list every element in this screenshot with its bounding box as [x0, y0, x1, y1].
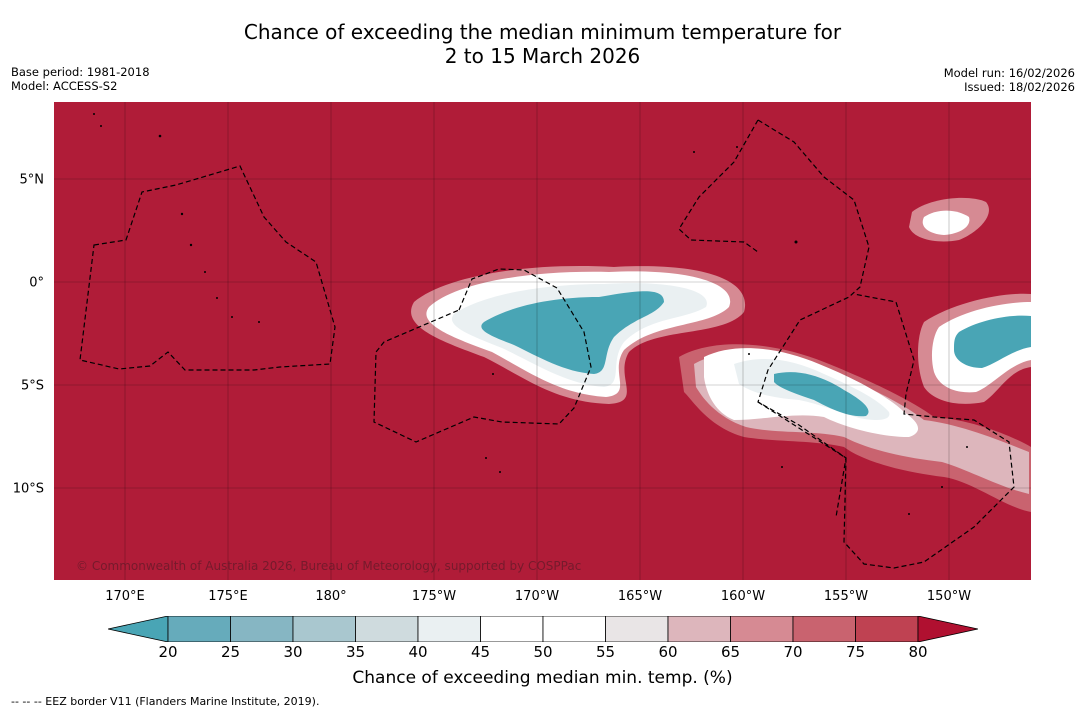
meta-left: Base period: 1981-2018 Model: ACCESS-S2 — [11, 65, 150, 93]
title-line-1: Chance of exceeding the median minimum t… — [243, 20, 842, 44]
lon-label-160w: 160°W — [720, 589, 766, 604]
lon-label-175e: 175°E — [208, 589, 248, 604]
forecast-map — [54, 102, 1031, 580]
colorbar-swatch — [230, 616, 294, 642]
colorbar-swatch — [855, 616, 919, 642]
colorbar-label: Chance of exceeding median min. temp. (%… — [352, 668, 733, 688]
colorbar-swatch — [542, 616, 606, 642]
eez-footnote: -- -- -- EEZ border V11 (Flanders Marine… — [11, 695, 320, 708]
anomaly-blob-central-blue — [481, 291, 664, 374]
colorbar-swatch — [667, 616, 731, 642]
colorbar-swatch — [292, 616, 356, 642]
colorbar-tick-label: 50 — [533, 643, 553, 661]
colorbar-tick-label: 60 — [658, 643, 678, 661]
grid-lines — [54, 102, 1031, 580]
colorbar-swatch — [792, 616, 856, 642]
lon-label-170w: 170°W — [514, 589, 560, 604]
colorbar-tick-label: 55 — [595, 643, 616, 661]
colorbar-tick-label: 35 — [345, 643, 366, 661]
map-copyright: © Commonwealth of Australia 2026, Bureau… — [76, 559, 582, 573]
lat-label-5s: 5°S — [20, 378, 44, 394]
colorbar-swatch — [605, 616, 669, 642]
colorbar-extend-high — [917, 616, 978, 642]
base-period: Base period: 1981-2018 — [11, 65, 150, 79]
colorbar-swatch — [480, 616, 544, 642]
colorbar-extend-low — [108, 616, 169, 642]
eez-border-west — [79, 165, 336, 371]
model-name: Model: ACCESS-S2 — [11, 79, 118, 93]
colorbar-tick-label: 30 — [283, 643, 303, 661]
colorbar-swatch — [417, 616, 481, 642]
colorbar-tick-label: 65 — [720, 643, 741, 661]
lat-label-0: 0° — [29, 275, 44, 291]
colorbar-tick-label: 75 — [845, 643, 866, 661]
colorbar-tick-label: 20 — [158, 643, 178, 661]
anomaly-contours — [411, 197, 1031, 512]
anomaly-blob-southeast-blue — [774, 372, 869, 417]
title-line-2: 2 to 15 March 2026 — [444, 44, 641, 68]
model-run: Model run: 16/02/2026 — [943, 66, 1075, 80]
colorbar — [108, 616, 978, 642]
colorbar-tick-label: 70 — [783, 643, 803, 661]
colorbar-tick-label: 80 — [908, 643, 928, 661]
lon-label-150w: 150°W — [926, 589, 972, 604]
lon-label-170e: 170°E — [105, 589, 145, 604]
colorbar-swatches — [167, 616, 919, 642]
meta-right: Model run: 16/02/2026 Issued: 18/02/2026 — [944, 66, 1075, 94]
eez-border-southeast — [757, 293, 1015, 569]
colorbar-tick-label: 25 — [220, 643, 241, 661]
islands — [93, 113, 968, 515]
map-title: Chance of exceeding the median minimum t… — [0, 20, 1085, 68]
anomaly-blob-northeast-white — [922, 210, 970, 235]
lon-label-180: 180° — [315, 589, 347, 604]
colorbar-tick-label: 40 — [408, 643, 428, 661]
eez-border-central — [373, 268, 592, 443]
lat-label-10s: 10°S — [12, 481, 44, 497]
colorbar-swatch — [167, 616, 231, 642]
lon-label-155w: 155°W — [823, 589, 869, 604]
lon-label-175w: 175°W — [411, 589, 457, 604]
colorbar-tick-label: 45 — [470, 643, 491, 661]
colorbar-swatch — [730, 616, 794, 642]
eez-borders — [79, 119, 1015, 569]
anomaly-blob-east-blue — [954, 315, 1031, 368]
lat-label-5n: 5°N — [19, 172, 45, 188]
lon-label-165w: 165°W — [617, 589, 663, 604]
eez-border-north — [757, 119, 870, 518]
eez-border-north-left — [678, 119, 759, 253]
issued-date: Issued: 18/02/2026 — [964, 80, 1075, 94]
colorbar-swatch — [355, 616, 419, 642]
